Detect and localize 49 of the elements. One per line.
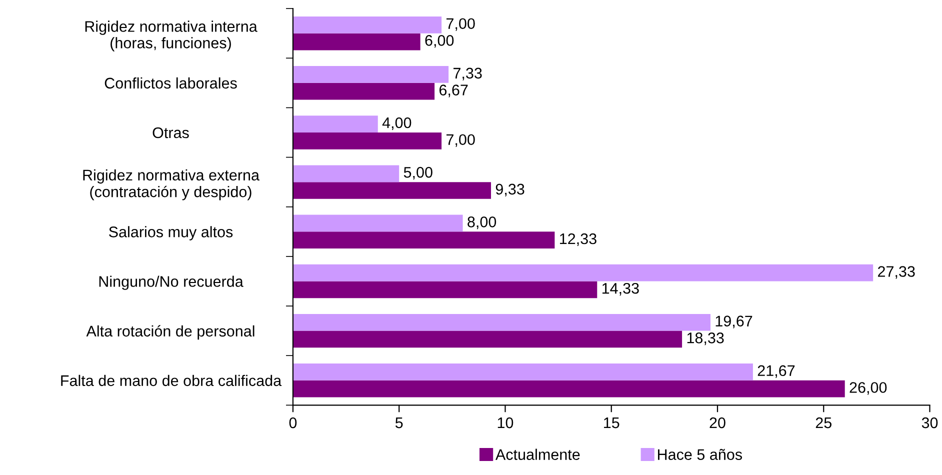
- bar: [292, 281, 598, 298]
- bar: [292, 182, 492, 199]
- x-tick-label: 25: [816, 417, 832, 428]
- y-tick-label: Conflictos laborales: [104, 77, 237, 89]
- x-tick-label: 15: [604, 418, 620, 428]
- data-label: 8,00: [468, 216, 496, 230]
- data-label: 6,67: [439, 84, 468, 98]
- legend-label: Actualmente: [495, 448, 580, 460]
- y-tick-label: Rigidez normativa interna (horas, funciones): [85, 20, 258, 52]
- data-label: 9,33: [496, 184, 524, 196]
- bar: [292, 116, 378, 132]
- y-tick-label: Rigidez normativa externa (contratación y despido): [83, 169, 260, 200]
- bar: [292, 16, 442, 34]
- y-tick-label: Falta de mano de obra calificada: [61, 374, 282, 386]
- y-tick-label: Alta rotación de personal: [86, 325, 254, 340]
- y-tick-label: Salarios muy altos: [109, 226, 233, 240]
- bar: [292, 165, 400, 182]
- data-label: 7,33: [454, 68, 482, 80]
- x-tick-label: 5: [395, 418, 403, 428]
- bar: [292, 132, 442, 150]
- legend-label: Hace 5 años: [658, 448, 742, 460]
- bar: [292, 314, 710, 331]
- bar: [292, 232, 555, 249]
- data-label: 12,33: [560, 233, 596, 246]
- data-label: 6,00: [425, 35, 454, 48]
- y-tick-label: Otras: [152, 127, 189, 138]
- y-tick-label: Ninguno/No recuerda: [99, 276, 244, 290]
- data-label: 7,00: [446, 134, 475, 147]
- data-label: 4,00: [382, 117, 412, 130]
- x-tick-label: 30: [922, 417, 938, 428]
- bar: [292, 82, 435, 100]
- bar: [292, 330, 682, 348]
- data-label: 19,67: [716, 316, 752, 328]
- data-label: 14,33: [602, 282, 639, 296]
- data-label: 5,00: [404, 166, 432, 180]
- x-tick-label: 10: [498, 417, 514, 428]
- bar: [292, 33, 420, 50]
- bar: [292, 214, 463, 232]
- data-label: 7,00: [446, 18, 475, 31]
- data-label: 18,33: [687, 332, 724, 346]
- bar: [292, 380, 845, 398]
- data-label: 26,00: [850, 382, 887, 395]
- data-label: 27,33: [878, 266, 915, 279]
- data-label: 21,67: [758, 365, 795, 378]
- x-tick-label: 20: [710, 417, 726, 428]
- bar: [292, 66, 449, 83]
- x-tick-label: 0: [289, 417, 297, 428]
- bar: [292, 364, 753, 380]
- bar: [292, 264, 874, 282]
